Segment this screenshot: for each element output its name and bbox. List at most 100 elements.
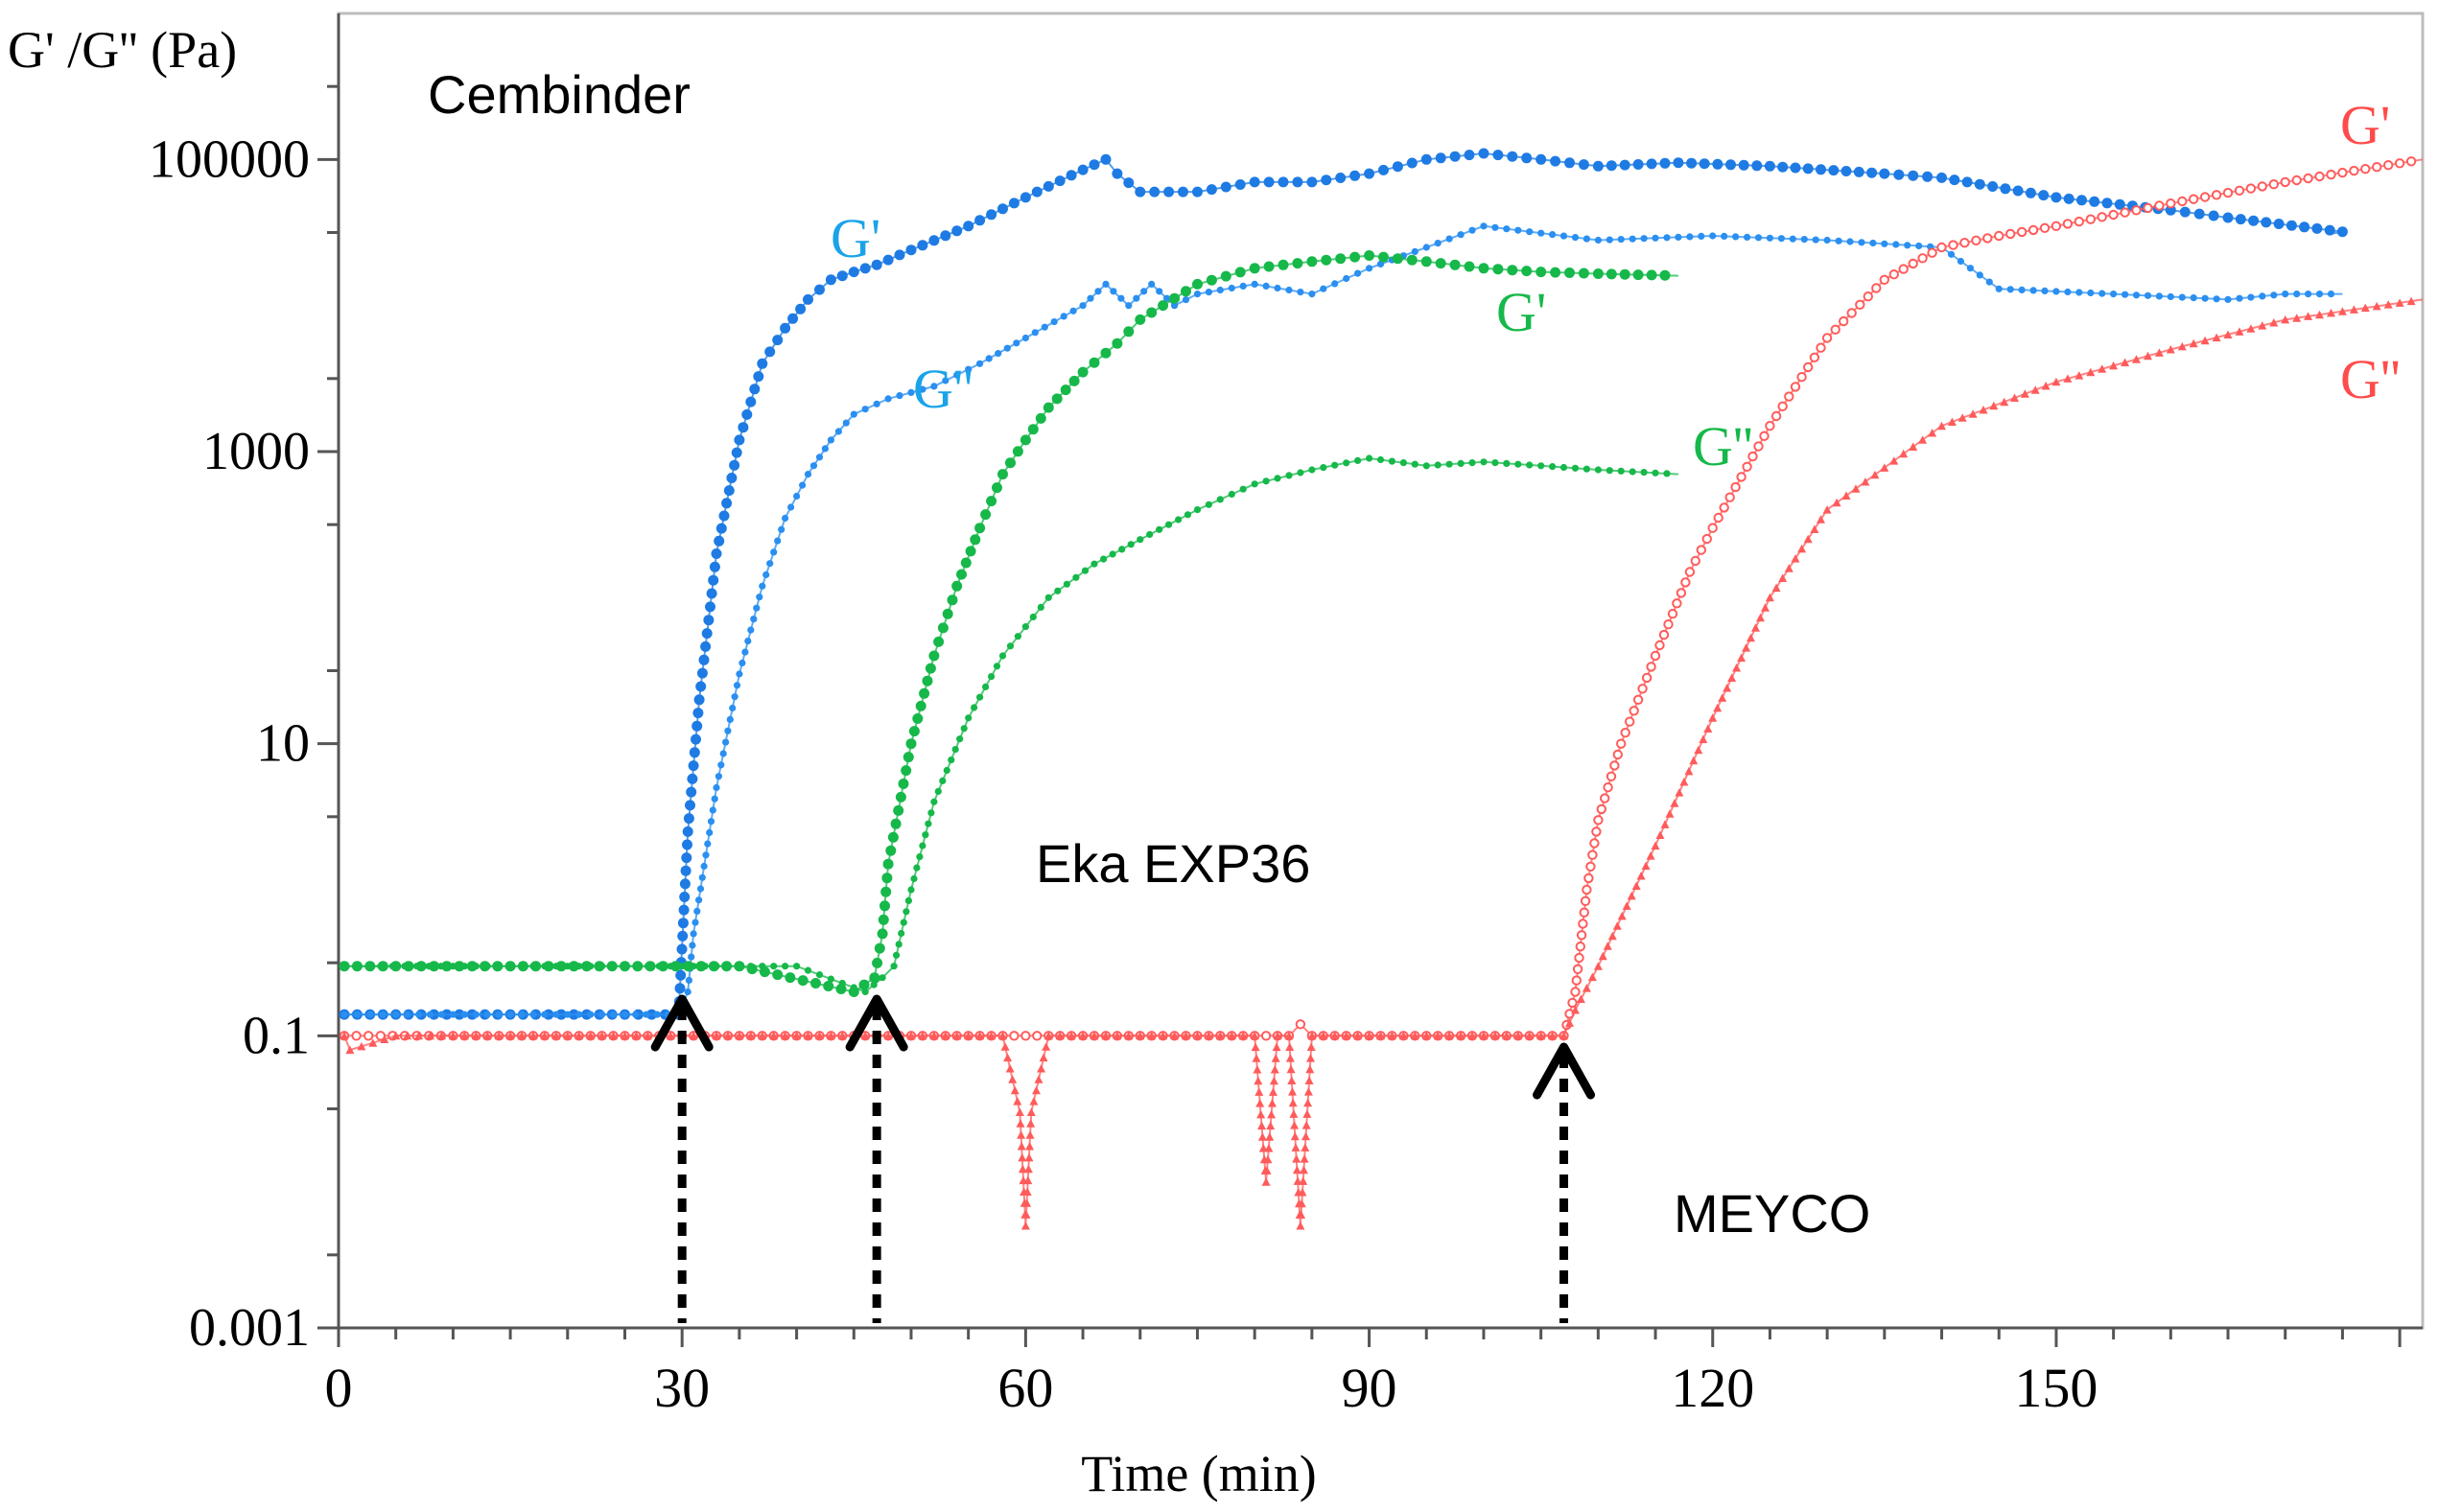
data-point [1306,1054,1315,1062]
data-point [1753,441,1764,452]
data-point [1100,555,1108,563]
data-point [1679,778,1689,786]
data-point [1050,318,1058,326]
data-point [934,787,942,796]
data-point [770,963,778,970]
data-point [1759,430,1770,441]
data-point [1251,480,1258,488]
data-point [340,1031,349,1040]
data-point [898,929,905,938]
data-point [2246,324,2256,333]
data-point [2101,198,2113,209]
data-point [1575,942,1586,952]
data-point [758,1031,767,1040]
data-point [1582,884,1592,896]
data-point [1320,285,1327,292]
data-point [1124,1031,1134,1040]
data-point [1761,603,1770,612]
data-point [2383,160,2394,171]
data-point [1204,1031,1213,1040]
data-point [1909,442,1918,451]
data-point [1879,168,1890,179]
data-point [1698,232,1705,240]
data-point [1014,633,1021,640]
data-point [609,963,618,970]
data-point [1068,375,1080,386]
data-point [1406,157,1418,169]
data-point [910,874,918,883]
data-point [878,914,889,925]
data-point [1730,481,1741,493]
data-point [2245,183,2257,194]
data-point [1100,153,1112,165]
data-point [1216,286,1224,294]
data-point [925,663,936,674]
data-point [2315,310,2324,319]
data-point [1023,1164,1033,1174]
y-tick-label: 10 [256,714,310,774]
data-point [1193,1031,1202,1040]
data-point [1366,265,1373,272]
data-point [1927,247,1937,258]
data-point [995,350,1002,358]
data-point [1135,186,1146,198]
data-point [377,963,385,970]
data-point [1182,1031,1190,1040]
data-point [2337,307,2347,315]
data-point [1029,1097,1039,1105]
data-point [988,673,996,681]
data-point [1268,1099,1277,1107]
data-point [980,509,992,521]
data-point [793,492,801,500]
data-point [1723,684,1732,692]
data-point [2193,208,2205,220]
data-point [1559,463,1568,472]
data-point [2222,212,2234,223]
data-point [2269,318,2279,327]
data-point [998,652,1007,660]
data-point [1751,160,1763,172]
data-point [711,548,722,559]
data-point [1961,176,1973,188]
data-point [472,1011,480,1018]
data-point [1989,401,1999,410]
data-point [1712,158,1723,170]
data-point [2292,314,2302,322]
data-point [1306,256,1318,268]
data-point [1269,1087,1278,1096]
data-point [1420,256,1432,268]
data-point [1006,642,1015,650]
plot-area-frame [337,12,2425,1330]
x-tick-label: 30 [654,1357,710,1419]
data-point [2029,287,2037,294]
data-point [1060,384,1071,396]
data-point [1725,159,1736,171]
data-point [1257,1121,1266,1130]
data-point [838,979,846,988]
data-point [762,570,770,579]
data-point [404,1011,411,1018]
data-point [598,963,606,970]
data-point [2020,389,2029,398]
data-point [1078,1031,1088,1040]
data-point [1570,987,1581,997]
data-point [937,622,949,634]
data-point [895,791,906,803]
data-point [1301,1143,1310,1151]
data-point [1100,347,1112,359]
data-point [1491,223,1499,231]
data-point [2326,169,2336,180]
data-point [915,700,926,711]
data-point [821,445,830,453]
data-point [667,963,674,970]
data-point [1308,466,1316,474]
data-point [1147,1031,1157,1040]
data-point [860,1031,870,1040]
data-point [1055,1031,1065,1040]
data-point [810,978,821,989]
data-point [357,1041,366,1051]
data-point [1349,251,1361,263]
y-tick-label: 100000 [149,129,310,189]
data-point [1507,151,1518,162]
